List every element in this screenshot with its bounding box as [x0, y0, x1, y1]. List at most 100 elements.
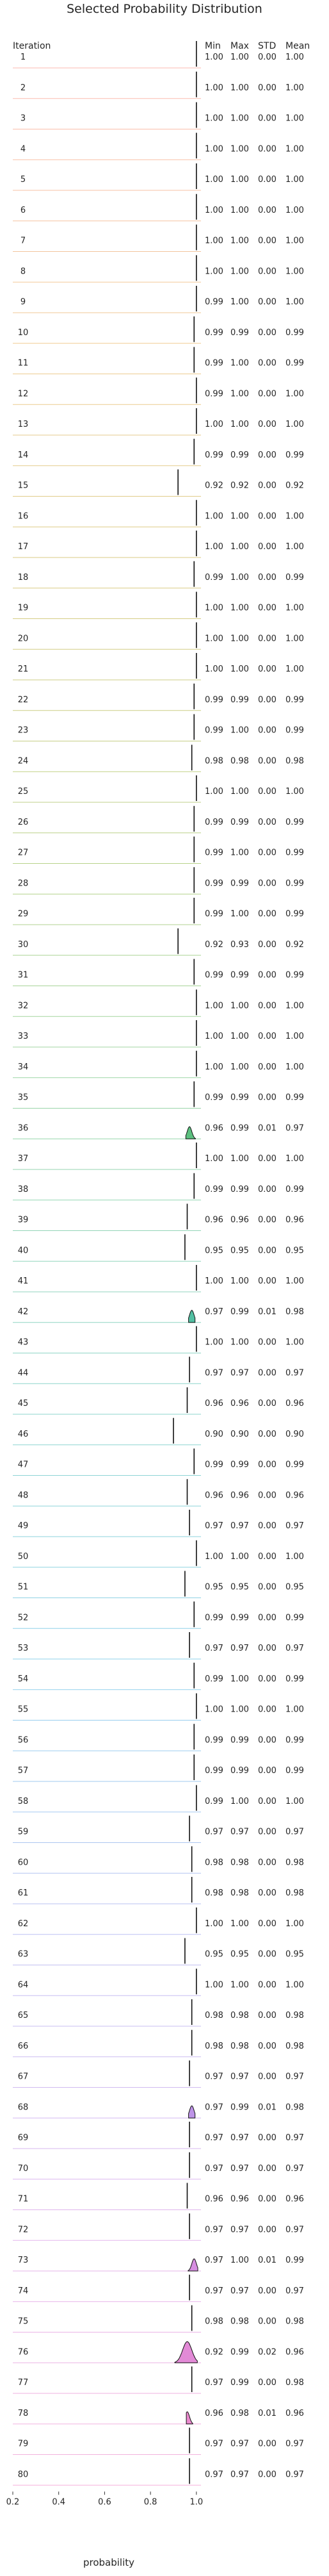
stat-std: 0.00 [258, 389, 277, 399]
stat-mean: 0.95 [285, 1583, 304, 1592]
stat-min: 0.96 [205, 1123, 223, 1133]
stat-std: 0.00 [258, 53, 277, 62]
stat-std: 0.00 [258, 2072, 277, 2082]
iteration-label: 70 [18, 2164, 29, 2174]
iteration-label: 32 [18, 1001, 29, 1011]
stat-mean: 0.99 [285, 971, 304, 980]
stat-std: 0.00 [258, 2133, 277, 2143]
iteration-label: 46 [18, 1430, 29, 1439]
stat-mean: 0.99 [285, 848, 304, 858]
stat-std: 0.00 [258, 144, 277, 154]
stat-min: 0.96 [205, 2195, 223, 2204]
stat-max: 0.99 [230, 971, 249, 980]
stat-max: 0.99 [230, 1613, 249, 1622]
stat-mean: 1.00 [285, 389, 304, 399]
stat-min: 1.00 [205, 175, 223, 185]
stat-min: 0.92 [205, 481, 223, 491]
iteration-label: 74 [18, 2286, 29, 2296]
stat-std: 0.00 [258, 879, 277, 888]
stat-std: 0.00 [258, 481, 277, 491]
stat-std: 0.00 [258, 206, 277, 215]
stat-mean: 0.98 [285, 1858, 304, 1867]
stat-std: 0.00 [258, 114, 277, 124]
stat-mean: 0.99 [285, 1613, 304, 1622]
stat-max: 0.99 [230, 2102, 249, 2112]
stat-max: 0.99 [230, 328, 249, 338]
stat-mean: 0.98 [285, 1888, 304, 1898]
stat-min: 1.00 [205, 206, 223, 215]
iteration-label: 43 [18, 1338, 29, 1348]
iteration-label: 36 [18, 1123, 29, 1133]
stat-std: 0.00 [258, 2042, 277, 2051]
stat-min: 0.99 [205, 1460, 223, 1470]
iteration-label: 52 [18, 1613, 29, 1622]
stat-mean: 0.99 [285, 879, 304, 888]
stat-max: 1.00 [230, 1919, 249, 1929]
stat-std: 0.00 [258, 665, 277, 674]
stat-mean: 0.99 [285, 2256, 304, 2265]
stat-min: 0.99 [205, 1797, 223, 1806]
stat-std: 0.00 [258, 2225, 277, 2234]
stat-max: 0.97 [230, 2225, 249, 2234]
stat-max: 0.99 [230, 2378, 249, 2388]
density-ridge [185, 1126, 196, 1139]
stat-min: 0.97 [205, 1368, 223, 1378]
stat-std: 0.01 [258, 1307, 277, 1317]
stat-min: 1.00 [205, 1276, 223, 1286]
stat-min: 0.97 [205, 1828, 223, 1837]
iteration-label: 30 [18, 940, 29, 950]
stat-max: 0.99 [230, 1766, 249, 1776]
iteration-label: 77 [18, 2378, 29, 2388]
x-tick-label: 1.0 [189, 2497, 203, 2507]
stat-max: 0.99 [230, 2347, 249, 2357]
stat-min: 1.00 [205, 267, 223, 276]
stat-max: 1.00 [230, 848, 249, 858]
stat-mean: 1.00 [285, 511, 304, 521]
stat-max: 1.00 [230, 1032, 249, 1041]
iteration-label: 21 [18, 665, 29, 674]
stat-std: 0.00 [258, 634, 277, 643]
stat-max: 1.00 [230, 144, 249, 154]
stat-max: 0.99 [230, 818, 249, 827]
stat-min: 0.99 [205, 1613, 223, 1622]
stat-min: 0.97 [205, 2440, 223, 2449]
stat-min: 0.98 [205, 2317, 223, 2327]
stat-std: 0.00 [258, 2011, 277, 2020]
iteration-label: 64 [18, 1980, 29, 1990]
iteration-label: 33 [18, 1032, 29, 1041]
stat-min: 0.97 [205, 1521, 223, 1531]
stat-std: 0.00 [258, 267, 277, 276]
stat-max: 0.98 [230, 1888, 249, 1898]
stat-max: 1.00 [230, 1001, 249, 1011]
stat-std: 0.00 [258, 573, 277, 582]
iteration-label: 24 [18, 756, 29, 766]
stat-min: 0.90 [205, 1430, 223, 1439]
stat-min: 0.99 [205, 848, 223, 858]
stat-min: 1.00 [205, 542, 223, 552]
stat-std: 0.00 [258, 297, 277, 307]
stat-min: 0.95 [205, 1583, 223, 1592]
stat-min: 0.97 [205, 2256, 223, 2265]
stat-std: 0.00 [258, 940, 277, 950]
stat-std: 0.00 [258, 420, 277, 429]
iteration-label: 13 [18, 420, 29, 429]
stat-min: 0.99 [205, 1766, 223, 1776]
iteration-label: 40 [18, 1246, 29, 1255]
iteration-label: 5 [20, 175, 26, 185]
stat-std: 0.01 [258, 2102, 277, 2112]
stat-max: 1.00 [230, 2256, 249, 2265]
stat-min: 1.00 [205, 1001, 223, 1011]
stat-std: 0.00 [258, 1613, 277, 1622]
stat-std: 0.02 [258, 2347, 277, 2357]
stat-mean: 0.98 [285, 1307, 304, 1317]
stat-mean: 0.90 [285, 1430, 304, 1439]
stat-max: 1.00 [230, 634, 249, 643]
stat-mean: 0.95 [285, 1246, 304, 1255]
stat-mean: 0.98 [285, 2102, 304, 2112]
iteration-label: 42 [18, 1307, 29, 1317]
stat-mean: 0.97 [285, 2440, 304, 2449]
stat-min: 1.00 [205, 1338, 223, 1348]
chart-title: Selected Probability Distribution [67, 2, 262, 16]
x-tick-label: 0.2 [6, 2497, 20, 2507]
